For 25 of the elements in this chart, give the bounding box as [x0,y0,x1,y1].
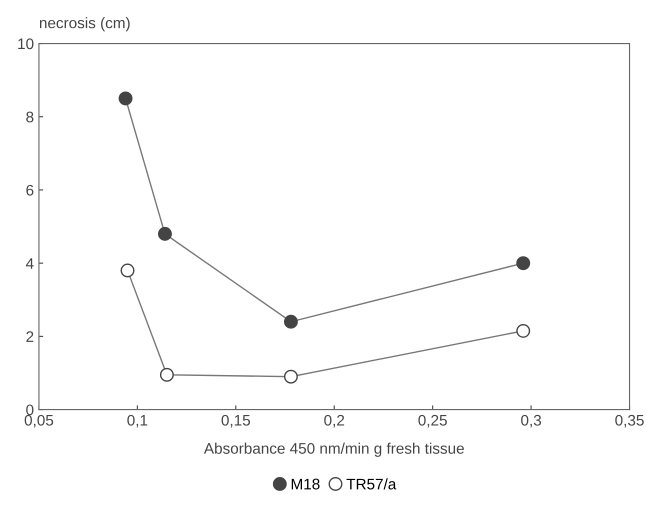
x-tick-label: 0,15 [222,414,250,428]
y-tick-label: 0 [26,404,34,416]
point [284,370,298,384]
y-tick-label: 4 [26,258,34,269]
point [118,91,133,106]
y-tick-label: 10 [18,38,34,50]
y-tick-label: 6 [26,184,34,196]
x-tick-label: 0,2 [324,414,344,428]
legend-label: TR57/a [346,478,396,490]
point [158,226,172,241]
point [516,256,530,270]
x-axis-title: Absorbance 450 nm/min g fresh tissue [204,442,464,457]
x-tick-label: 0,25 [418,414,447,428]
legend-label: M18 [292,478,320,490]
x-tick-label: 0,35 [615,414,644,428]
point [284,314,298,329]
y-tick-label: 8 [26,112,34,122]
x-tick-label: 0,1 [127,414,148,428]
x-tick-label: 0,3 [521,414,542,428]
point [120,264,134,278]
x-tick-label: 0,05 [24,414,54,428]
point [516,324,530,338]
y-axis-title: necrosis (cm) [40,17,130,32]
point [160,368,174,382]
y-tick-label: 2 [26,331,34,342]
